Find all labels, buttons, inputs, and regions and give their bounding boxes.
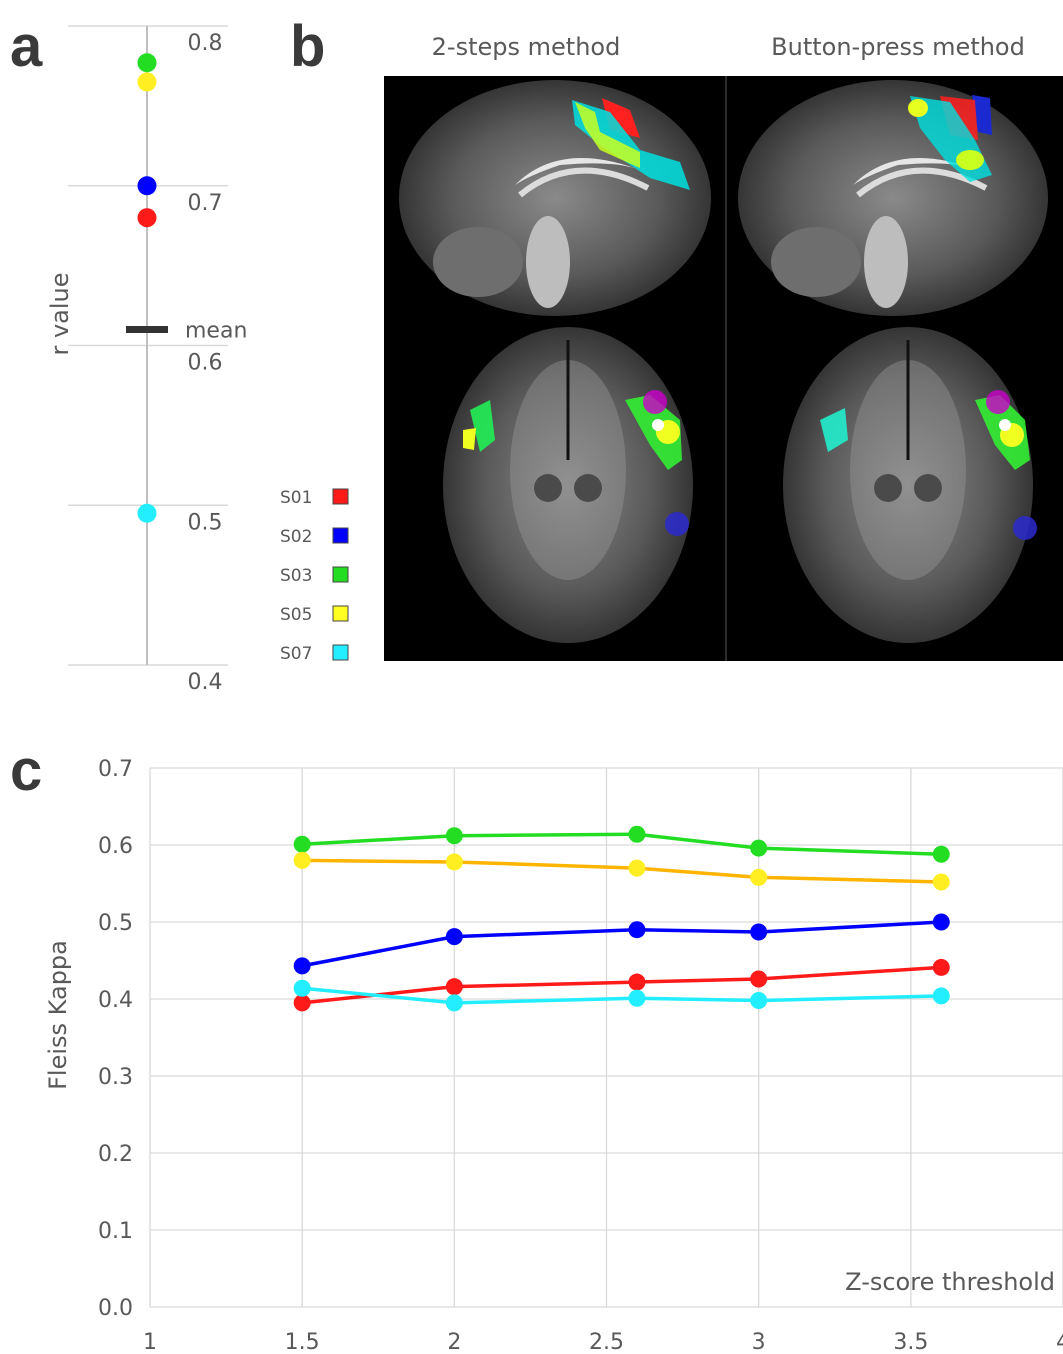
c-series-line-s05 <box>302 860 941 882</box>
c-point-s03 <box>446 827 463 844</box>
legend-label: S02 <box>280 527 312 547</box>
c-point-s05 <box>446 853 463 870</box>
c-point-s07 <box>750 992 767 1009</box>
c-xlabel: Z-score threshold <box>845 1268 1055 1296</box>
panel-c-chart: 0.0 0.1 0.2 0.3 0.4 0.5 0.6 0.7 1 1.5 2 2.5 3 3.5 4 Z-s… <box>44 757 1063 1354</box>
c-ylabel: Fleiss Kappa <box>44 940 72 1090</box>
a-ylabel: r value <box>46 272 74 355</box>
c-point-s03 <box>628 826 645 843</box>
c-ytick-label: 0.4 <box>98 988 133 1013</box>
legend-swatch <box>333 645 348 660</box>
c-ytick-label: 0.0 <box>98 1296 133 1321</box>
c-point-s07 <box>628 990 645 1007</box>
panel-label-c: c <box>10 738 42 803</box>
c-point-s02 <box>628 921 645 938</box>
c-series-line-s03 <box>302 834 941 854</box>
c-point-s03 <box>933 846 950 863</box>
legend: S01 S02 S03 S05 S07 <box>280 488 348 664</box>
c-point-s01 <box>446 978 463 995</box>
c-xtick-label: 3 <box>752 1330 766 1354</box>
c-xtick-label: 1 <box>143 1330 157 1354</box>
c-series-line-s02 <box>302 922 941 966</box>
c-point-s01 <box>933 959 950 976</box>
c-ytick-label: 0.7 <box>98 757 133 782</box>
c-point-s03 <box>294 836 311 853</box>
c-point-s01 <box>294 994 311 1011</box>
a-point-s01 <box>138 208 157 227</box>
a-point-s02 <box>138 176 157 195</box>
a-ytick-label: 0.4 <box>188 670 223 695</box>
c-ytick-label: 0.2 <box>98 1142 133 1167</box>
legend-label: S07 <box>280 644 312 664</box>
legend-label: S03 <box>280 566 312 586</box>
c-point-s03 <box>750 840 767 857</box>
a-ytick-label: 0.6 <box>188 351 223 376</box>
c-ytick-label: 0.6 <box>98 834 133 859</box>
legend-label: S05 <box>280 605 312 625</box>
c-point-s02 <box>294 957 311 974</box>
legend-swatch <box>333 528 348 543</box>
panel-a-chart: 0.4 0.5 0.6 0.7 0.8 mean r value <box>46 26 247 695</box>
c-point-s02 <box>446 928 463 945</box>
legend-swatch <box>333 489 348 504</box>
col-title-2-steps: 2-steps method <box>432 33 621 61</box>
a-ytick-label: 0.5 <box>188 510 223 535</box>
legend-swatch <box>333 606 348 621</box>
panel-label-a: a <box>10 14 43 79</box>
c-point-s02 <box>933 914 950 931</box>
a-ytick-label: 0.8 <box>188 31 223 56</box>
a-point-s03 <box>138 53 157 72</box>
sagittal-brain-button-press <box>738 80 1048 316</box>
a-point-s07 <box>138 504 157 523</box>
c-point-s07 <box>446 994 463 1011</box>
legend-label: S01 <box>280 488 312 508</box>
c-point-s05 <box>294 852 311 869</box>
c-series-line-s07 <box>302 988 941 1003</box>
c-point-s07 <box>933 987 950 1004</box>
axial-brain-2-steps <box>443 327 693 643</box>
c-xtick-label: 2.5 <box>589 1330 624 1354</box>
c-point-s01 <box>628 974 645 991</box>
a-point-s05 <box>138 72 157 91</box>
c-ytick-label: 0.5 <box>98 911 133 936</box>
a-ytick-label: 0.7 <box>188 191 223 216</box>
c-xtick-label: 4 <box>1056 1330 1063 1354</box>
c-point-s05 <box>628 860 645 877</box>
c-xtick-label: 2 <box>447 1330 461 1354</box>
sagittal-brain-2-steps <box>399 80 711 316</box>
col-title-button-press: Button-press method <box>771 33 1025 61</box>
c-point-s07 <box>294 980 311 997</box>
c-point-s02 <box>750 924 767 941</box>
c-ytick-label: 0.3 <box>98 1065 133 1090</box>
c-xtick-label: 3.5 <box>893 1330 928 1354</box>
c-point-s05 <box>750 869 767 886</box>
c-point-s01 <box>750 970 767 987</box>
c-ytick-label: 0.1 <box>98 1219 133 1244</box>
panel-b-brain-images: 2-steps method Button-press method <box>384 33 1063 661</box>
legend-swatch <box>333 567 348 582</box>
c-xtick-label: 1.5 <box>285 1330 320 1354</box>
a-mean-label: mean <box>185 319 247 344</box>
panel-label-b: b <box>290 14 325 79</box>
c-point-s05 <box>933 873 950 890</box>
